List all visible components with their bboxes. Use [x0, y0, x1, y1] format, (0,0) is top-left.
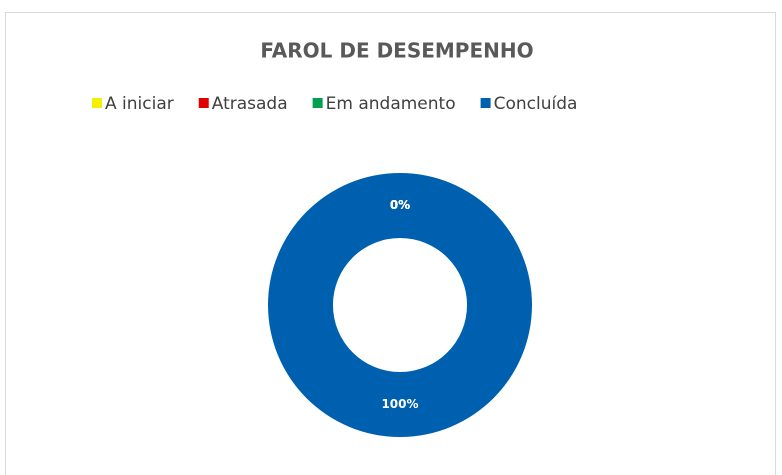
chart-title: FAROL DE DESEMPENHO	[260, 39, 533, 63]
legend-swatch	[198, 98, 209, 108]
data-label: 0%	[390, 198, 410, 212]
data-label: 0%	[390, 198, 410, 212]
legend-label: Concluída	[494, 94, 578, 114]
donut-slice	[268, 173, 532, 437]
legend-swatch	[92, 98, 102, 108]
data-label: 0%	[390, 198, 410, 212]
data-label: 100%	[381, 397, 418, 411]
legend-label: A iniciar	[105, 94, 174, 114]
legend-label: Em andamento	[326, 94, 456, 114]
legend-swatch	[480, 98, 491, 108]
legend-swatch	[312, 98, 323, 108]
legend-label: Atrasada	[212, 94, 288, 114]
